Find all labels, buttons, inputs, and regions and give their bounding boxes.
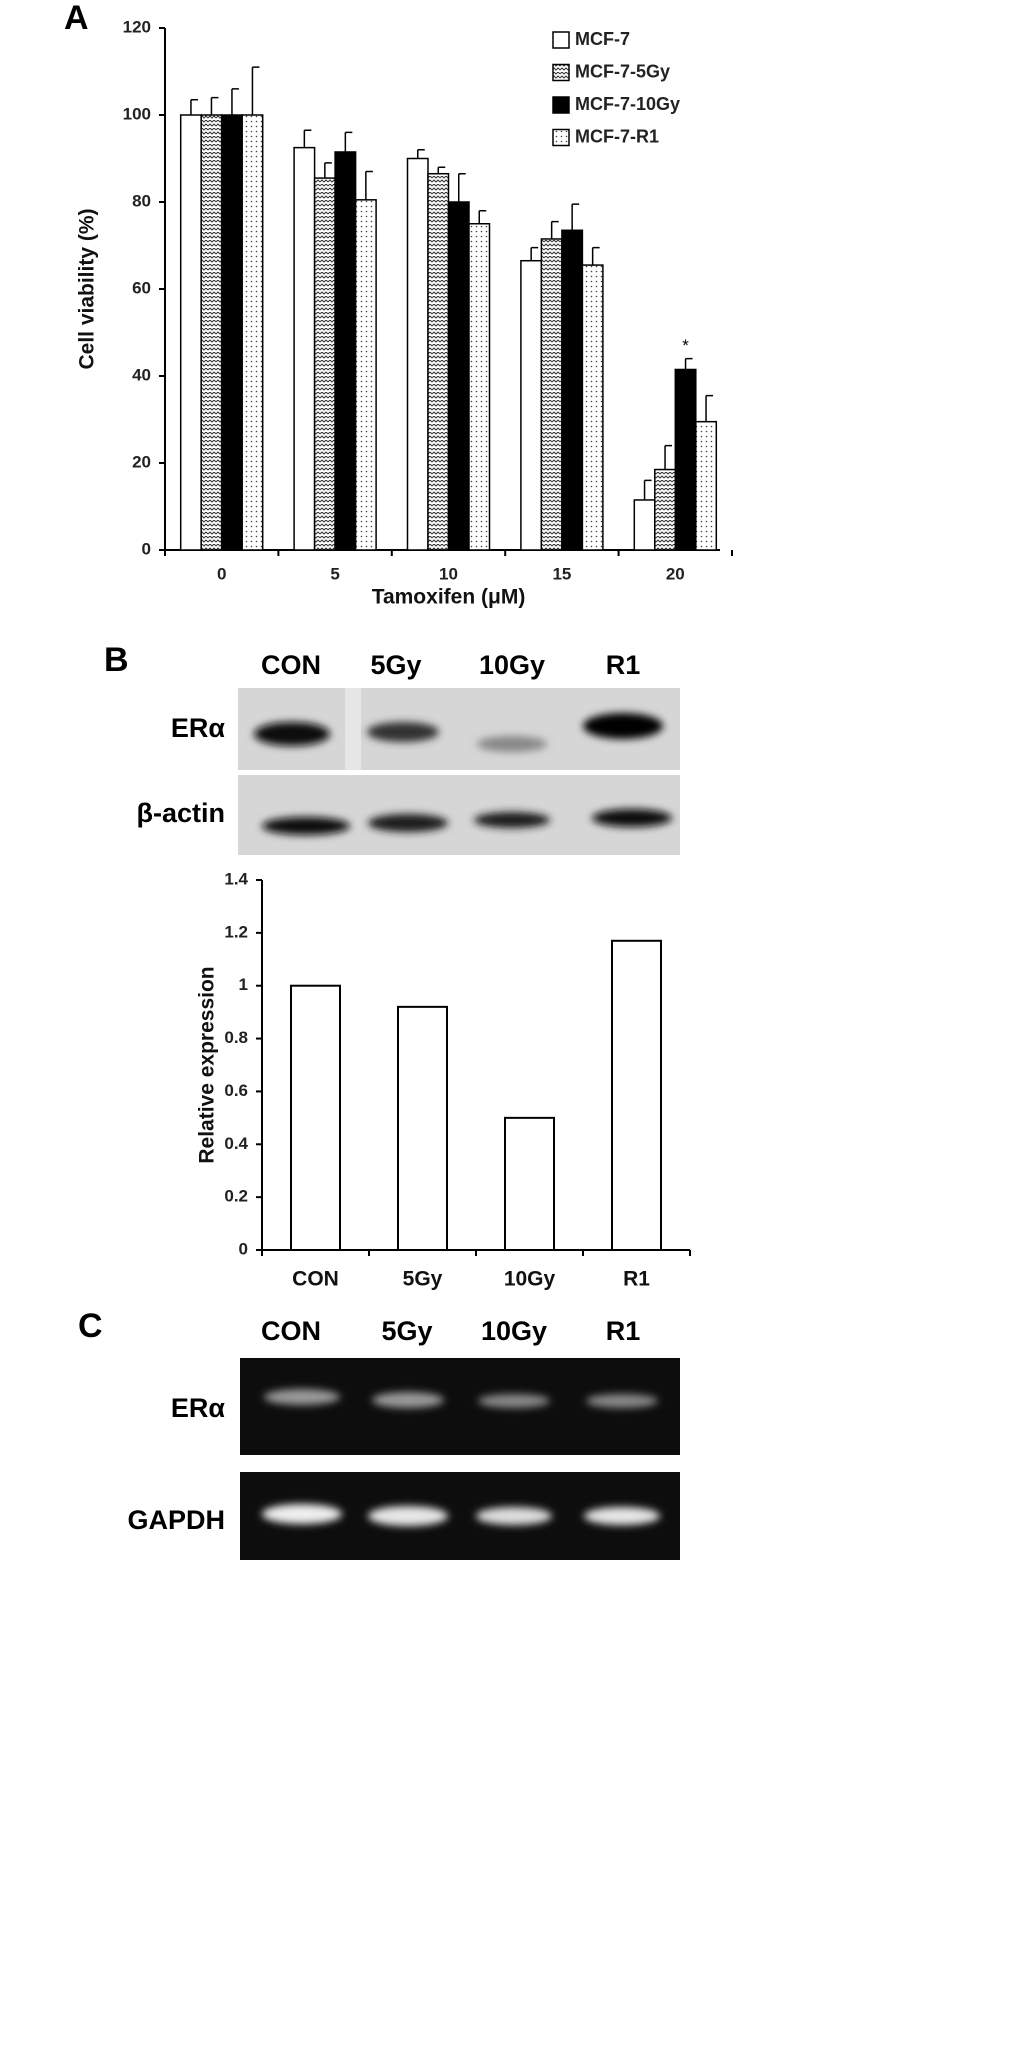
blot [238,688,680,855]
error-bar [591,246,600,266]
y-tick-label: 20 [132,452,151,471]
y-tick-label: 1 [239,975,248,994]
lane-label: CON [261,650,321,680]
bar [293,146,316,551]
bar [540,238,563,551]
x-tick-label: 5 [330,564,339,583]
y-tick-label: 40 [132,365,151,384]
panel-label: C [78,1307,103,1345]
bar [397,1005,448,1251]
bar [561,229,584,551]
y-tick-label: 1.2 [224,922,248,941]
lane-label: 10Gy [479,650,545,680]
lane-label: 5Gy [381,1316,432,1346]
bar [313,177,336,551]
x-tick-label: CON [292,1268,339,1291]
y-tick-label: 1.4 [224,869,248,888]
x-tick-label: 10 [439,564,458,583]
annotation: * [682,336,689,355]
error-bar [190,99,198,115]
bar [520,259,543,551]
bar [633,499,656,551]
gel [240,1358,680,1560]
error-bar [437,166,446,174]
bar [654,468,677,551]
y-tick-label: 0 [239,1239,248,1258]
legend-swatch [552,31,570,49]
bar [611,939,662,1251]
error-bar [231,88,239,115]
error-bar [684,357,693,370]
legend-label: MCF-7-10Gy [575,94,680,114]
x-tick-label: R1 [623,1268,650,1291]
y-tick-label: 60 [132,278,151,297]
legend-label: MCF-7-R1 [575,126,659,146]
error-bar [324,162,332,179]
error-bar [365,170,373,200]
legend-swatch [552,63,570,82]
y-tick-label: 0.8 [224,1028,248,1047]
lane-label: CON [261,1316,321,1346]
bar [427,172,450,551]
error-bar [344,131,353,152]
x-tick-label: 20 [666,564,685,583]
x-tick-label: 15 [552,564,571,583]
y-tick-label: 100 [123,104,151,123]
bar [674,368,697,551]
bar [241,114,264,551]
error-bar [571,203,580,231]
lane-label: 10Gy [481,1316,547,1346]
bar [695,420,718,551]
error-bar [705,394,714,422]
y-tick-label: 0 [142,539,151,558]
panel-label: A [64,0,89,37]
lane-label: 5Gy [370,650,421,680]
x-tick-label: 5Gy [403,1268,443,1291]
y-tick-label: 0.4 [224,1134,248,1153]
error-bar [478,209,487,224]
error-bar [303,129,312,148]
y-tick-label: 80 [132,191,151,210]
bar [220,114,243,551]
row-label: β-actin [137,798,226,828]
bar [447,201,470,551]
y-tick-label: 0.6 [224,1081,248,1100]
panel-label: B [104,641,129,679]
y-axis-label: Relative expression [196,966,219,1163]
lane-label: R1 [606,650,641,680]
bar [504,1116,555,1252]
x-axis-label: Tamoxifen (μM) [372,586,526,609]
y-tick-label: 120 [123,17,151,36]
y-tick-label: 0.2 [224,1187,248,1206]
bar [354,199,377,551]
row-label: ERα [171,1393,226,1423]
error-bar [550,220,559,239]
error-bar [458,172,466,202]
legend-swatch [552,128,570,147]
legend-swatch [552,96,570,114]
legend-label: MCF-7 [575,29,630,49]
bar [200,114,223,551]
bar [406,157,429,551]
error-bar [530,246,539,261]
bar [468,223,491,551]
bar [179,114,202,551]
legend-label: MCF-7-5Gy [575,61,670,81]
lane-label: R1 [606,1316,641,1346]
bar [290,984,341,1251]
row-label: GAPDH [127,1505,225,1535]
error-bar [664,444,673,470]
row-label: ERα [171,713,226,743]
error-bar [251,66,260,115]
error-bar [210,96,219,115]
error-bar [643,479,652,500]
x-tick-label: 10Gy [504,1268,556,1291]
y-axis-label: Cell viability (%) [76,208,99,369]
error-bar [417,149,425,159]
bar [581,264,604,551]
bar [334,151,357,551]
x-tick-label: 0 [217,564,226,583]
